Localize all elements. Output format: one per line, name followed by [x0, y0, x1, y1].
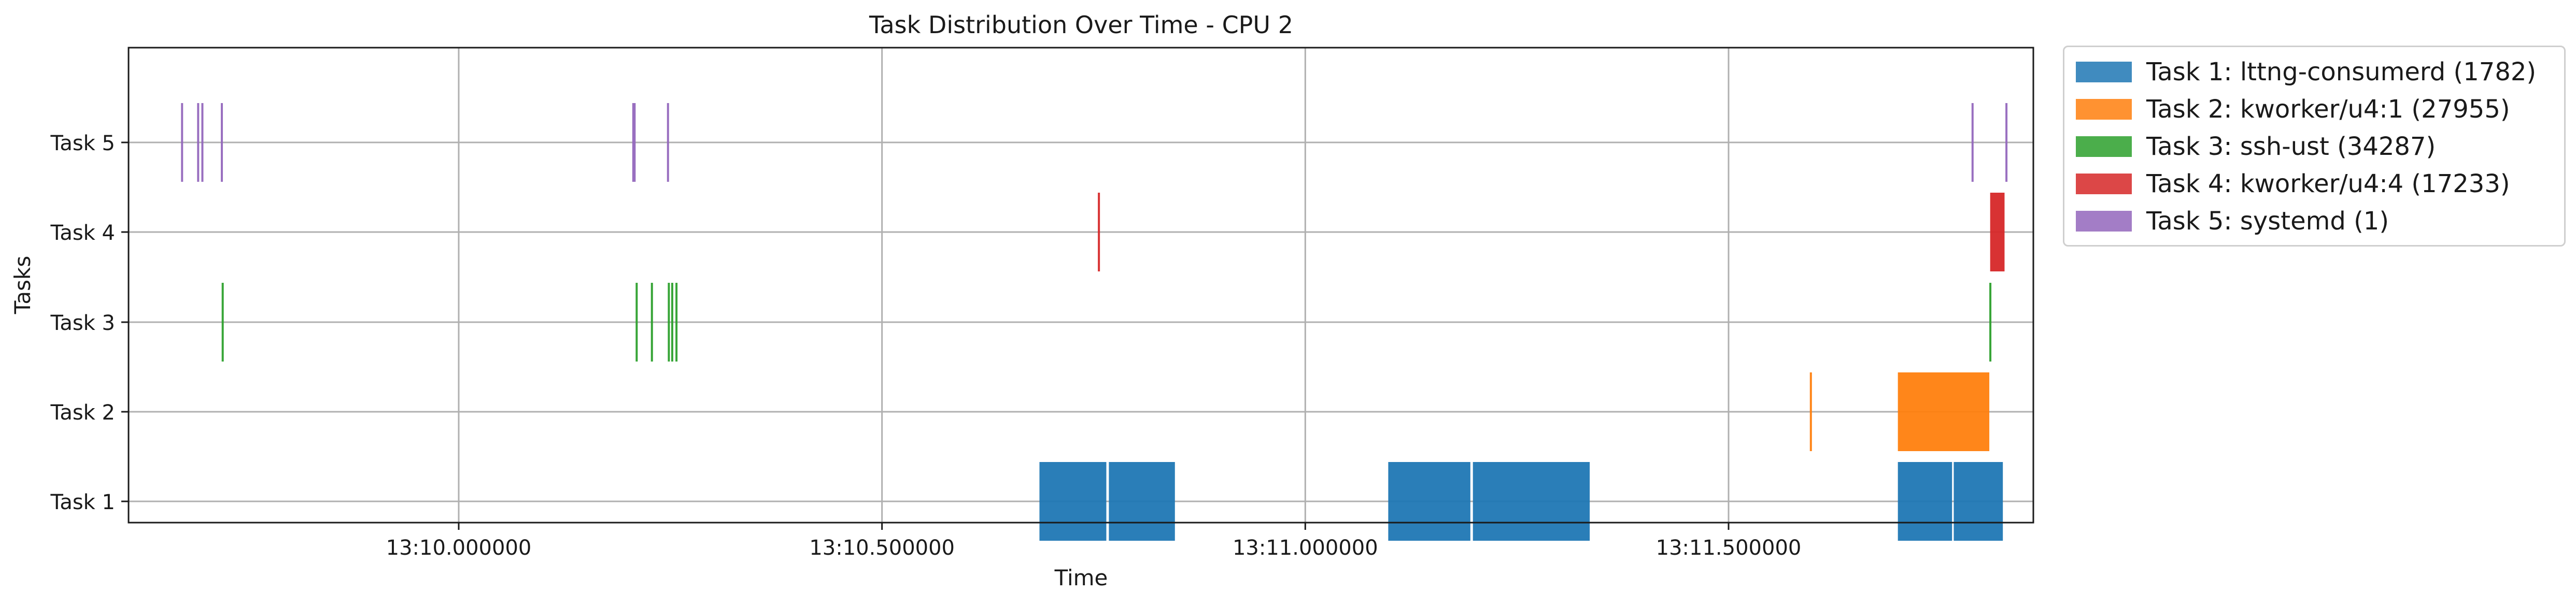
legend-item: Task 1: lttng-consumerd (1782) [2076, 56, 2536, 88]
task-interval-bar [632, 103, 636, 182]
x-tick-label: 13:11.000000 [1233, 536, 1378, 560]
grid-layer [129, 48, 2033, 523]
legend-label: Task 3: ssh-ust (34287) [2146, 132, 2436, 161]
task-interval-bar [667, 103, 669, 182]
legend-swatch [2076, 99, 2132, 120]
legend-item: Task 5: systemd (1) [2076, 206, 2389, 237]
task-interval-bar [1109, 462, 1175, 541]
legend-swatch [2076, 174, 2132, 194]
task-interval-bar [1954, 462, 2003, 541]
task-interval-bar [1039, 462, 1107, 541]
x-tick-label: 13:10.000000 [386, 536, 532, 560]
legend-label: Task 2: kworker/u4:1 (27955) [2146, 95, 2510, 124]
legend-item: Task 2: kworker/u4:1 (27955) [2076, 94, 2510, 125]
task-interval-bar [675, 283, 678, 362]
x-axis: 13:10.000000 13:10.500000 13:11.000000 13:1… [386, 523, 1802, 560]
task-interval-bar [181, 103, 183, 182]
task-interval-bar [668, 283, 670, 362]
x-axis-label: Time [1054, 565, 1108, 590]
y-tick-label: Task 2 [50, 401, 116, 425]
y-tick-label: Task 1 [50, 490, 116, 514]
y-tick-label: Task 3 [50, 311, 116, 335]
y-axis: Task 1 Task 2 Task 3 Task 4 Task 5 [50, 132, 129, 514]
y-axis-label: Tasks [10, 256, 35, 315]
task-interval-bar [1473, 462, 1590, 541]
task-interval-bar [1898, 372, 1990, 451]
task-interval-bar [1809, 372, 1812, 451]
task-interval-bar [197, 103, 200, 182]
legend-item: Task 3: ssh-ust (34287) [2076, 131, 2436, 162]
task-interval-bar [1898, 462, 1952, 541]
plot-background [129, 48, 2033, 523]
task-interval-bar [1388, 462, 1470, 541]
task-interval-bar [1971, 103, 1974, 182]
y-tick-label: Task 4 [50, 221, 116, 245]
legend-swatch [2076, 211, 2132, 232]
plot-frame [128, 47, 2034, 524]
task-interval-bar [1989, 283, 1992, 362]
task-interval-bar [2005, 103, 2008, 182]
legend-label: Task 4: kworker/u4:4 (17233) [2146, 169, 2510, 198]
x-tick-label: 13:10.500000 [809, 536, 955, 560]
legend-label: Task 5: systemd (1) [2146, 207, 2389, 236]
legend: Task 1: lttng-consumerd (1782) Task 2: kw… [2063, 46, 2566, 247]
task-interval-bar [221, 283, 224, 362]
task-interval-bar [201, 103, 204, 182]
task-interval-bar [221, 103, 223, 182]
task-interval-bar [1990, 193, 2005, 271]
task-interval-bar [671, 283, 673, 362]
legend-swatch [2076, 136, 2132, 157]
x-tick-label: 13:11.500000 [1656, 536, 1802, 560]
legend-label: Task 1: lttng-consumerd (1782) [2146, 57, 2537, 86]
task-interval-bar [635, 283, 638, 362]
legend-swatch [2076, 62, 2132, 82]
legend-item: Task 4: kworker/u4:4 (17233) [2076, 168, 2510, 199]
plot-area [128, 47, 2034, 541]
bars-layer [181, 103, 2008, 541]
y-tick-label: Task 5 [50, 132, 116, 155]
chart-title: Task Distribution Over Time - CPU 2 [869, 11, 1293, 39]
task-interval-bar [650, 283, 653, 362]
task-interval-bar [1098, 193, 1100, 271]
